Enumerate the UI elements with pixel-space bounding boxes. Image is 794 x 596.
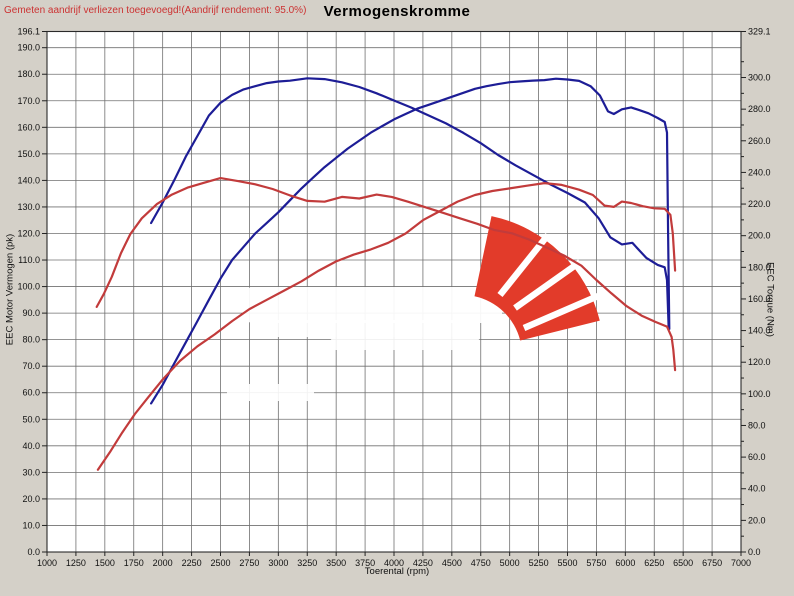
x-tick-label: 4500 (442, 558, 462, 568)
x-tick-label: 7000 (731, 558, 751, 568)
y-tick-label-right: 0.0 (748, 547, 761, 557)
y-axis-title-right: EEC Torque (Nm) (764, 262, 776, 337)
y-tick-label-left: 20.0 (22, 494, 40, 504)
watermark (227, 216, 600, 401)
x-tick-label: 2750 (239, 558, 259, 568)
y-tick-label-left: 90.0 (22, 308, 40, 318)
x-tick-label: 6250 (644, 558, 664, 568)
y-tick-label-right: 180.0 (748, 262, 771, 272)
y-tick-label-left: 40.0 (22, 441, 40, 451)
watermark-text-blob (330, 337, 480, 350)
y-tick-label-left: 100.0 (17, 282, 40, 292)
y-tick-label-right: 100.0 (748, 389, 771, 399)
y-tick-label-right: 260.0 (748, 136, 771, 146)
x-tick-label: 1750 (124, 558, 144, 568)
y-tick-label-right: 220.0 (748, 199, 771, 209)
x-tick-label: 2250 (182, 558, 202, 568)
y-tick-label-right: 160.0 (748, 294, 771, 304)
y-tick-label-left: 170.0 (17, 96, 40, 106)
y-tick-label-right: 280.0 (748, 104, 771, 114)
y-tick-label-right: 20.0 (748, 515, 766, 525)
x-tick-label: 5750 (586, 558, 606, 568)
x-tick-label: 1000 (37, 558, 57, 568)
y-tick-label-right: 240.0 (748, 167, 771, 177)
y-tick-label-right: 60.0 (748, 452, 766, 462)
y-tick-label-left: 50.0 (22, 414, 40, 424)
y-tick-label-left: 0.0 (27, 547, 40, 557)
y-tick-label-left: 150.0 (17, 149, 40, 159)
x-axis-title: Toerental (rpm) (364, 566, 430, 577)
y-tick-label-right: 80.0 (748, 420, 766, 430)
y-tick-label-right: 300.0 (748, 73, 771, 83)
x-tick-label: 2500 (210, 558, 230, 568)
y-tick-label-right: 120.0 (748, 357, 771, 367)
x-axis-ticks: 1000 1250 1500 1750 2000 2250 2500 2750 3000 3250… (37, 552, 751, 568)
series-torque-red-nm (95, 177, 677, 372)
y-tick-label-right: 40.0 (748, 484, 766, 494)
watermark-text-blob (227, 384, 314, 401)
x-tick-label: 6750 (702, 558, 722, 568)
x-tick-label: 6000 (615, 558, 635, 568)
y-tick-label-right: 140.0 (748, 326, 771, 336)
y-tick-label-left: 30.0 (22, 467, 40, 477)
page-title: Vermogenskromme (323, 3, 471, 20)
y-tick-label-right: 329.1 (748, 27, 771, 37)
series-power-red-pk (96, 182, 677, 471)
y-axis-left-ticks: 0.0 10.0 20.0 30.0 40.0 50.0 60.0 70.0 80.0 90.0 1… (17, 27, 47, 557)
curves-layer (95, 77, 677, 471)
x-tick-label: 3500 (326, 558, 346, 568)
x-tick-label: 3000 (268, 558, 288, 568)
x-tick-label: 6500 (673, 558, 693, 568)
y-tick-label-left: 110.0 (18, 255, 40, 265)
x-tick-label: 3750 (355, 558, 375, 568)
logo-fan-slash (522, 293, 600, 331)
y-tick-label-left: 60.0 (22, 388, 40, 398)
y-tick-label-left: 80.0 (22, 335, 40, 345)
x-tick-label: 5000 (500, 558, 520, 568)
y-tick-label-left: 190.0 (17, 43, 40, 53)
x-tick-label: 4250 (413, 558, 433, 568)
y-tick-label-left: 70.0 (22, 361, 40, 371)
y-tick-label-left: 180.0 (17, 69, 40, 79)
y-tick-label-right: 200.0 (748, 231, 771, 241)
y-tick-label-left: 130.0 (17, 202, 40, 212)
watermark-text-blob (252, 320, 464, 337)
y-axis-title-left: EEC Motor Vermogen (pk) (4, 233, 16, 346)
y-tick-label-left: 160.0 (17, 122, 40, 132)
x-tick-label: 3250 (297, 558, 317, 568)
drive-loss-note: Gemeten aandrijf verliezen toegevoegd!(A… (4, 5, 307, 16)
series-torque-blue-nm (150, 77, 670, 331)
x-tick-label: 4000 (384, 558, 404, 568)
x-tick-label: 5500 (557, 558, 577, 568)
x-tick-label: 2000 (153, 558, 173, 568)
series-power-blue-pk (150, 77, 671, 405)
x-tick-label: 1250 (66, 558, 86, 568)
logo-fan-slash (513, 259, 582, 311)
x-tick-label: 5250 (529, 558, 549, 568)
y-tick-label-left: 196.1 (17, 27, 40, 37)
y-tick-label-left: 10.0 (22, 520, 40, 530)
x-tick-label: 4750 (471, 558, 491, 568)
y-tick-label-left: 120.0 (17, 228, 40, 238)
y-axis-right-ticks: 0.0 20.0 40.0 60.0 80.0 100.0 120.0 140.0 160.0 1… (741, 27, 771, 557)
y-tick-label-left: 140.0 (17, 175, 40, 185)
x-tick-label: 1500 (95, 558, 115, 568)
watermark-text-blob (244, 287, 502, 323)
